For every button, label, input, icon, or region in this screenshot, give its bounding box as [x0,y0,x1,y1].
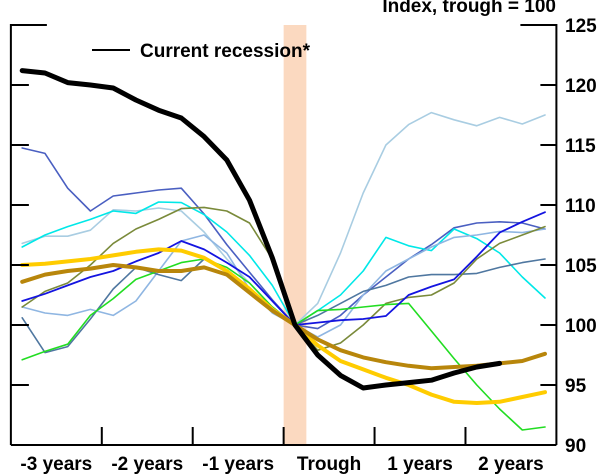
series-line-10 [20,263,547,371]
y-tick-label: 115 [565,136,596,157]
series-line-9 [20,247,547,405]
x-tick-label: -2 years [111,454,183,474]
y-tick-label: 120 [565,76,597,97]
x-tick-label: -3 years [20,454,92,474]
series-line-4 [21,228,546,338]
x-tick-label: -1 years [202,454,274,474]
trough-shaded-band [283,25,307,445]
x-tick-label: 1 years [387,454,453,474]
y-tick-label: 105 [565,256,597,277]
series-line-6 [21,211,546,326]
y-tick-label: 125 [565,16,597,37]
y-axis-label: Index, trough = 100 [382,0,556,17]
ticks: 90 95 100 105 110 115 120 125 -3 years -2 years -1… [10,16,597,474]
y-tick-label: 95 [565,376,587,397]
series-current-recession [19,68,503,391]
series-layer [19,68,547,431]
y-tick-label: 110 [565,196,596,217]
x-tick-label: 2 years [478,454,544,474]
y-tick-label: 100 [565,316,597,337]
x-tick-label: Trough [297,454,361,474]
legend-label-current-recession: Current recession* [140,41,311,62]
legend: Current recession* [92,41,311,62]
y-tick-label: 90 [565,436,586,457]
series-line-7 [21,206,546,352]
series-line-1 [21,147,546,330]
series-line-3 [21,201,546,326]
